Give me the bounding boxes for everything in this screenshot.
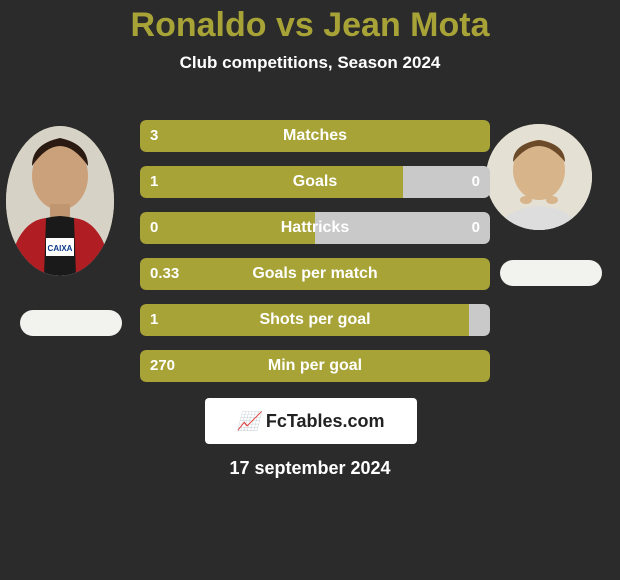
stat-row: Shots per goal1 xyxy=(140,304,490,336)
stat-value-left: 3 xyxy=(140,120,168,152)
player-right-portrait xyxy=(486,124,592,230)
stat-label: Matches xyxy=(140,120,490,152)
svg-text:CAIXA: CAIXA xyxy=(48,244,73,253)
stat-label: Goals xyxy=(140,166,490,198)
attribution-badge: 📈 FcTables.com xyxy=(205,398,417,444)
stats-bars: Matches3Goals10Hattricks00Goals per matc… xyxy=(140,120,490,396)
player-right-team-pill xyxy=(500,260,602,286)
date-text: 17 september 2024 xyxy=(0,458,620,479)
stat-value-right: 0 xyxy=(462,212,490,244)
stat-value-left: 1 xyxy=(140,166,168,198)
stat-value-left: 0 xyxy=(140,212,168,244)
stat-value-right: 0 xyxy=(462,166,490,198)
stat-value-left: 0.33 xyxy=(140,258,189,290)
attribution-site: FcTables.com xyxy=(266,411,385,432)
subtitle: Club competitions, Season 2024 xyxy=(0,53,620,73)
player-right-avatar xyxy=(486,124,592,230)
player-left-portrait: CAIXA xyxy=(6,126,114,276)
stat-row: Goals1 0 xyxy=(140,166,490,198)
player-left-team-pill xyxy=(20,310,122,336)
stat-label: Goals per match xyxy=(140,258,490,290)
stat-row: Matches3 xyxy=(140,120,490,152)
attribution-logo-icon: 📈 xyxy=(237,411,259,432)
player-left-avatar: CAIXA xyxy=(6,126,114,276)
stat-label: Shots per goal xyxy=(140,304,490,336)
stat-label: Hattricks xyxy=(140,212,490,244)
stat-row: Goals per match0.33 xyxy=(140,258,490,290)
stat-row: Hattricks0 0 xyxy=(140,212,490,244)
comparison-card: Ronaldo vs Jean Mota Club competitions, … xyxy=(0,0,620,580)
page-title: Ronaldo vs Jean Mota xyxy=(0,0,620,45)
stat-value-left: 270 xyxy=(140,350,185,382)
stat-label: Min per goal xyxy=(140,350,490,382)
stat-row: Min per goal270 xyxy=(140,350,490,382)
stat-value-left: 1 xyxy=(140,304,168,336)
